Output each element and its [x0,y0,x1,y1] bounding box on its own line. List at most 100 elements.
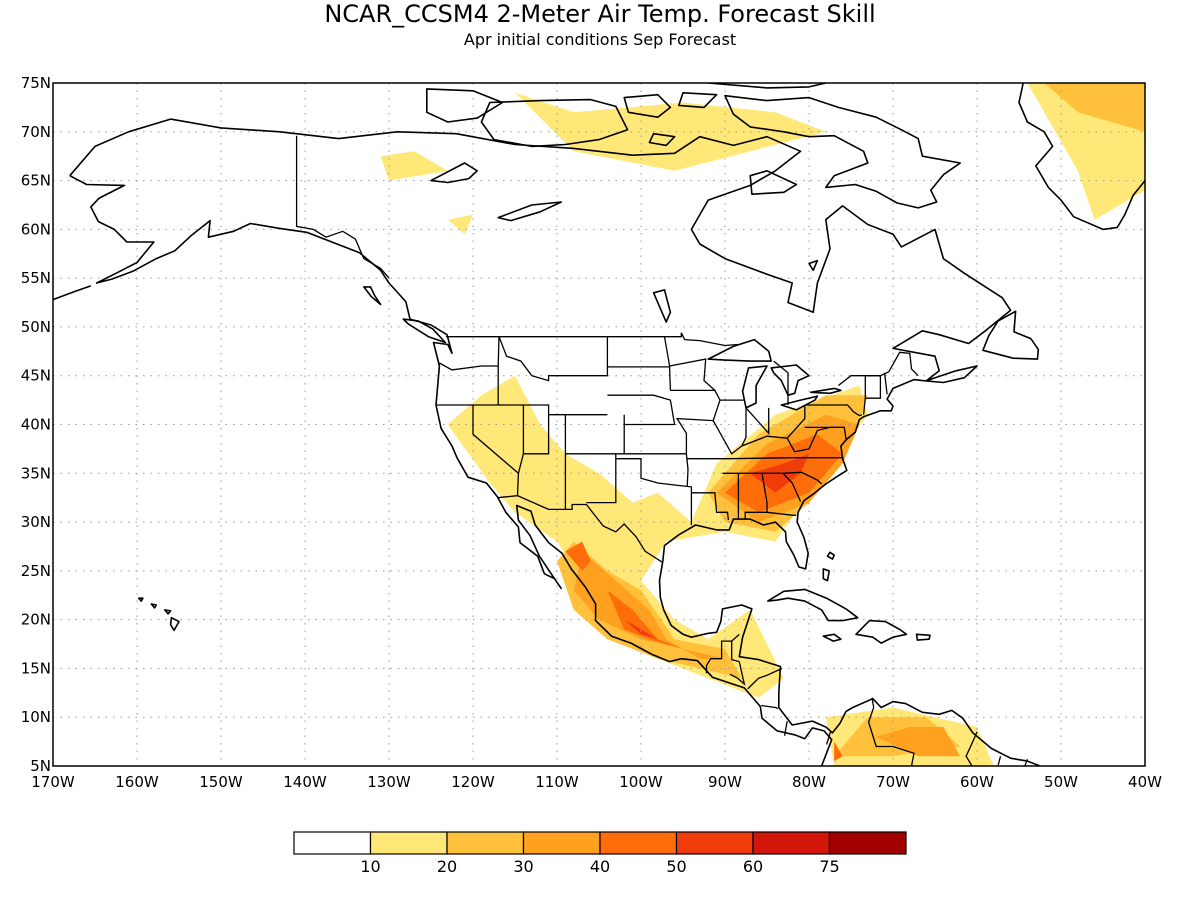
coastline-puerto-rico [915,633,931,641]
skill-region-level-3 [573,551,725,659]
lat-label: 50N [21,318,51,336]
plot-frame [52,82,1146,767]
skill-region-level-4 [607,590,683,649]
colorbar-swatch [369,831,448,855]
skill-region-level-4 [834,741,843,762]
border-co-nm [565,414,625,455]
coastline-king-william-island [648,132,676,147]
coastline-banks-island [426,88,504,123]
coastline-hawaii-oahu [150,603,158,609]
map-subtitle: Apr initial conditions Sep Forecast [464,30,736,49]
border-nv-ut-az [516,405,525,496]
coastline-north-america-outline [69,118,1041,766]
border-honduras-nicaragua [747,667,783,690]
lon-label: 130W [367,773,411,791]
lon-label: 170W [31,773,75,791]
coastline-lake-superior [707,338,772,362]
lon-label: 160W [115,773,159,791]
coastline-aleutians [53,285,92,301]
border-ga-sc [782,472,802,502]
border-or-ca-nv [436,404,608,416]
coastline-great-slave-lake [497,201,562,222]
lon-label: 150W [199,773,243,791]
lat-label: 15N [21,659,51,677]
lat-label: 35N [21,464,51,482]
colorbar: 10 20 30 40 50 60 75 [293,831,907,876]
lat-label: 60N [21,220,51,238]
lat-label: 45N [21,367,51,385]
lat-lon-gridlines [53,83,1145,766]
lon-label: 100W [619,773,663,791]
colorbar-label: 20 [437,857,457,876]
lon-label: 60W [960,773,994,791]
coastline-hawaii-maui [163,609,172,615]
coastline-cuba [767,588,859,622]
skill-region-level-3 [876,727,961,757]
colorbar-swatch [293,831,372,855]
border-tn-south [722,471,823,485]
map-title: NCAR_CCSM4 2-Meter Air Temp. Forecast Sk… [324,0,875,28]
border-guyana-suriname [997,756,1002,766]
border-us-canada-49th [446,332,738,347]
longitude-tick-labels: 170W 160W 150W 140W 130W 120W 110W 100W 90W 80W 70… [31,773,1162,791]
lon-label: 120W [451,773,495,791]
coastline-southampton-island [749,170,798,195]
colorbar-label: 60 [743,857,763,876]
coastline-lake-michigan [741,365,768,409]
coastline-newfoundland [982,310,1040,360]
border-id-mt-wy [498,336,609,382]
coastline-greenland-west [1018,83,1145,231]
lat-label: 40N [21,416,51,434]
lat-label: 65N [21,172,51,190]
colorbar-label: 30 [513,857,533,876]
lat-label: 5N [30,757,51,775]
lon-label: 70W [876,773,910,791]
colorbar-swatch [675,831,754,855]
colorbar-label: 40 [590,857,610,876]
coastline-baffin-island [724,94,961,209]
coastline-hawaii-big [169,616,180,632]
border-pa-ny-nj [804,404,863,417]
border-il-in-ky [712,407,747,455]
border-guatemala-east [731,641,740,663]
colorbar-label: 10 [360,857,380,876]
coastline-bahamas-abaco [826,551,835,560]
coastline-lake-ontario [809,387,842,395]
border-ne-ks-sd [607,394,676,426]
coastline-jamaica [822,633,842,642]
border-suriname-fguiana [1024,758,1029,766]
lat-label: 25N [21,562,51,580]
lat-label: 75N [21,74,51,92]
coastline-lake-huron [770,364,810,396]
coastline-hudson-bay-islands [808,259,819,272]
colorbar-swatch [828,831,907,855]
lat-label: 20N [21,611,51,629]
border-panama-colombia [825,730,832,745]
lon-label: 80W [792,773,826,791]
lon-label: 40W [1128,773,1162,791]
border-me-nh [883,372,888,395]
lat-label: 70N [21,123,51,141]
colorbar-label: 75 [819,857,839,876]
colorbar-label: 50 [666,857,686,876]
border-mn-ia-mo [670,389,721,454]
coastline-great-bear-lake [430,162,478,184]
coastline-hispaniola [855,619,908,644]
border-mn-wi [663,336,716,391]
border-us-canada-east [773,360,789,405]
coastline-vancouver-island [402,318,447,344]
lat-label: 30N [21,513,51,531]
border-costarica-panama [783,720,788,736]
border-us-canada-st-lawrence [838,351,919,387]
border-nv-ca [472,405,519,474]
lon-label: 110W [535,773,579,791]
colorbar-swatch [752,831,831,855]
lat-label: 55N [21,269,51,287]
latitude-tick-labels: 75N 70N 65N 60N 55N 50N 45N 40N 35N 30N 25N 20N 15N 1… [21,74,51,775]
political-borders [295,135,1029,766]
colorbar-swatch [522,831,601,855]
skill-region-level-1 [447,214,473,235]
lon-label: 90W [708,773,742,791]
border-honduras-salvador [729,661,746,686]
